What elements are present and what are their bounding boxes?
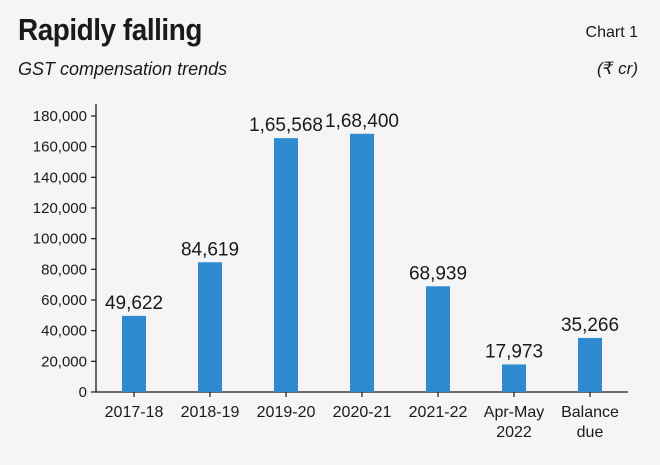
data-label: 17,973 [485, 341, 543, 362]
y-tick-label: 80,000 [41, 261, 87, 278]
y-tick-label: 140,000 [33, 169, 87, 186]
data-label: 35,266 [561, 315, 619, 336]
x-tick-label: 2021-22 [409, 404, 468, 421]
y-tick-label: 120,000 [33, 200, 87, 217]
x-tick-label: 2017-18 [105, 404, 164, 421]
x-tick-label: Balance [561, 404, 619, 421]
x-tick-label: 2019-20 [257, 404, 316, 421]
bar [578, 337, 602, 392]
y-tick-label: 100,000 [33, 231, 87, 248]
bar [350, 133, 374, 392]
y-tick-label: 0 [79, 384, 87, 401]
x-tick-label: 2020-21 [333, 404, 392, 421]
y-tick-label: 60,000 [41, 292, 87, 309]
x-tick-label: Apr-May [484, 404, 544, 421]
y-tick-label: 40,000 [41, 323, 87, 340]
data-label: 1,68,400 [325, 111, 399, 132]
unit-label: (₹ cr) [596, 59, 638, 78]
bar [502, 364, 526, 392]
chart-title: Rapidly falling [18, 12, 202, 47]
x-tick-label: due [577, 424, 604, 441]
bar [274, 138, 298, 392]
data-label: 84,619 [181, 239, 239, 260]
chart-subtitle: GST compensation trends [18, 59, 228, 79]
y-tick-label: 20,000 [41, 353, 87, 370]
data-label: 1,65,568 [249, 115, 323, 136]
bar [198, 262, 222, 392]
bar [122, 315, 146, 392]
data-label: 68,939 [409, 263, 467, 284]
y-tick-label: 180,000 [33, 108, 87, 125]
x-tick-label: 2018-19 [181, 404, 240, 421]
x-tick-label: 2022 [496, 424, 532, 441]
data-label: 49,622 [105, 293, 163, 314]
chart-number-label: Chart 1 [585, 24, 638, 41]
bar [426, 286, 450, 392]
y-tick-label: 160,000 [33, 139, 87, 156]
